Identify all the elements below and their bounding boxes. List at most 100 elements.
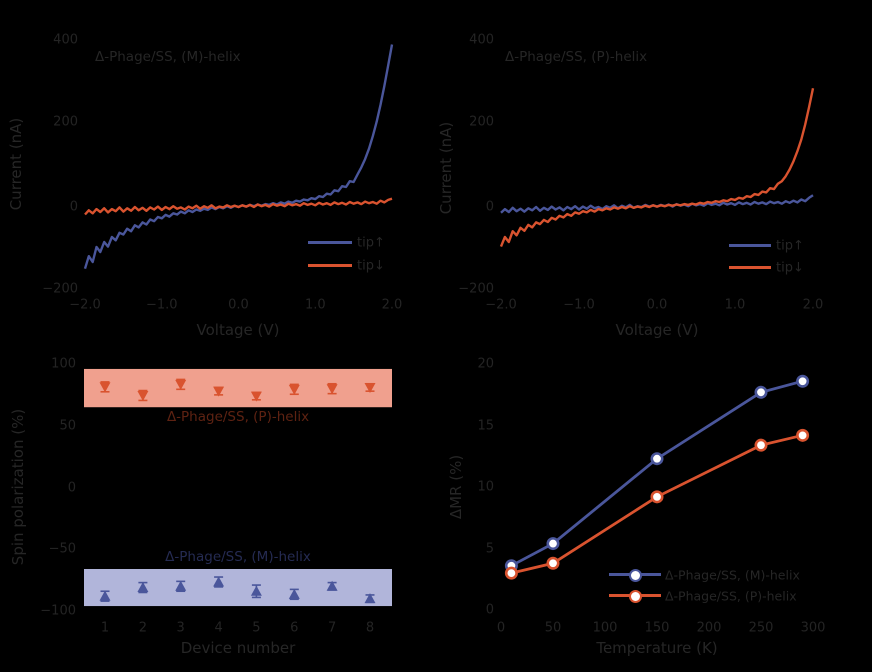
panel-a-ylabel: Current (nA) (7, 117, 25, 211)
tick-label: 400 (469, 32, 494, 48)
tick-label: 10 (477, 479, 494, 495)
tick-label: 3 (176, 620, 185, 636)
panel-b-legend-line-blue (729, 244, 771, 247)
circle-marker (650, 452, 664, 466)
tick-label: 0 (496, 620, 506, 636)
panel-b-xlabel: Voltage (V) (615, 321, 699, 339)
panel-b-title: Δ-Phage/SS, (P)-helix (505, 49, 648, 65)
tick-label: 1.0 (304, 297, 326, 313)
spin-polarization-band (84, 368, 392, 408)
tick-label: 200 (53, 114, 78, 130)
iv-curve (84, 197, 393, 216)
panel-d-ylabel: ΔMR (%) (447, 454, 465, 520)
tick-label: 15 (477, 418, 494, 433)
tick-label: 0.0 (646, 297, 668, 313)
panel-b-legend-label-tip-down: tip↓ (776, 260, 804, 276)
tick-label: 200 (469, 114, 494, 130)
panel-d-legend-marker-blue (629, 569, 642, 582)
tick-label: −50 (48, 541, 76, 557)
iv-curve (500, 194, 814, 214)
tick-label: 2.0 (802, 297, 824, 313)
triangle-down-marker (250, 391, 262, 402)
tick-label: 0 (69, 199, 78, 215)
panel-c-red-band-label: Δ-Phage/SS, (P)-helix (166, 409, 310, 425)
tick-label: 8 (365, 620, 375, 636)
tick-label: 100 (592, 620, 618, 636)
tick-label: 1.0 (724, 297, 746, 313)
circle-marker (504, 566, 518, 580)
triangle-down-marker (364, 382, 376, 393)
panel-d-legend-marker-red (629, 590, 642, 603)
iv-curve (83, 44, 394, 270)
tick-label: −1.0 (146, 297, 178, 313)
tick-label: 2 (138, 620, 148, 636)
tick-label: −2.0 (69, 297, 101, 313)
circle-marker (546, 537, 560, 551)
tick-label: 1 (100, 620, 110, 636)
triangle-up-marker (175, 580, 187, 591)
spin-polarization-band (84, 569, 392, 607)
tick-label: −200 (458, 281, 494, 297)
tick-label: −2.0 (485, 297, 517, 313)
tick-label: 250 (748, 620, 774, 636)
tick-label: 150 (644, 620, 670, 636)
panel-c-blue-band-label: Δ-Phage/SS, (M)-helix (165, 549, 311, 565)
circle-marker (796, 428, 810, 442)
triangle-up-marker (250, 585, 262, 596)
tick-label: −1.0 (563, 297, 595, 313)
triangle-down-marker (288, 384, 300, 395)
triangle-up-marker (99, 590, 111, 601)
panel-a-legend-line-red (308, 264, 352, 267)
tick-label: 6 (290, 620, 299, 636)
panel-c-ylabel: Spin polarization (%) (9, 408, 27, 566)
tick-label: 20 (477, 356, 494, 372)
tick-label: 7 (327, 620, 337, 636)
triangle-down-marker (137, 390, 149, 401)
circle-marker (546, 556, 560, 570)
panel-c-xlabel: Device number (180, 639, 296, 657)
tick-label: 200 (696, 620, 722, 636)
tick-label: 5 (485, 541, 494, 556)
triangle-down-marker (175, 379, 187, 390)
triangle-up-marker (364, 593, 376, 604)
tick-label: 50 (59, 418, 76, 434)
tick-label: 400 (53, 32, 78, 48)
tick-label: 0.0 (228, 297, 249, 313)
panel-a-legend-line-blue (308, 241, 352, 244)
panel-a-legend-label-tip-down: tip↓ (357, 258, 385, 274)
triangle-up-marker (326, 580, 338, 591)
tick-label: 0 (67, 480, 76, 495)
circle-marker (796, 374, 810, 388)
panel-b-legend-label-tip-up: tip↑ (776, 238, 804, 254)
panel-d-legend-label-p-helix: Δ-Phage/SS, (P)-helix (665, 588, 797, 604)
panel-d-xlabel: Temperature (K) (596, 639, 718, 657)
panel-b-legend-line-red (729, 266, 771, 269)
tick-label: 4 (214, 620, 223, 636)
tick-label: 5 (252, 620, 261, 636)
tick-label: −100 (40, 603, 76, 619)
tick-label: 300 (800, 620, 826, 636)
tick-label: 50 (544, 620, 562, 636)
tick-label: −200 (42, 281, 78, 297)
panel-a-legend-label-tip-up: tip↑ (357, 235, 385, 251)
triangle-up-marker (213, 576, 225, 587)
circle-marker (650, 490, 664, 504)
tick-label: 2.0 (381, 297, 403, 313)
tick-label: 0 (485, 602, 494, 618)
circle-marker (754, 385, 768, 399)
triangle-down-marker (213, 386, 225, 397)
panel-a-title: Δ-Phage/SS, (M)-helix (95, 49, 241, 65)
tick-label: 0 (485, 199, 494, 215)
iv-curve (499, 87, 815, 248)
panel-b-ylabel: Current (nA) (437, 121, 455, 215)
triangle-up-marker (137, 582, 149, 593)
tick-label: 100 (51, 356, 76, 372)
triangle-down-marker (99, 382, 111, 393)
panel-a-xlabel: Voltage (V) (196, 321, 280, 339)
triangle-down-marker (326, 384, 338, 395)
circle-marker (754, 438, 768, 452)
panel-d-legend-label-m-helix: Δ-Phage/SS, (M)-helix (665, 567, 800, 583)
triangle-up-marker (288, 588, 300, 599)
